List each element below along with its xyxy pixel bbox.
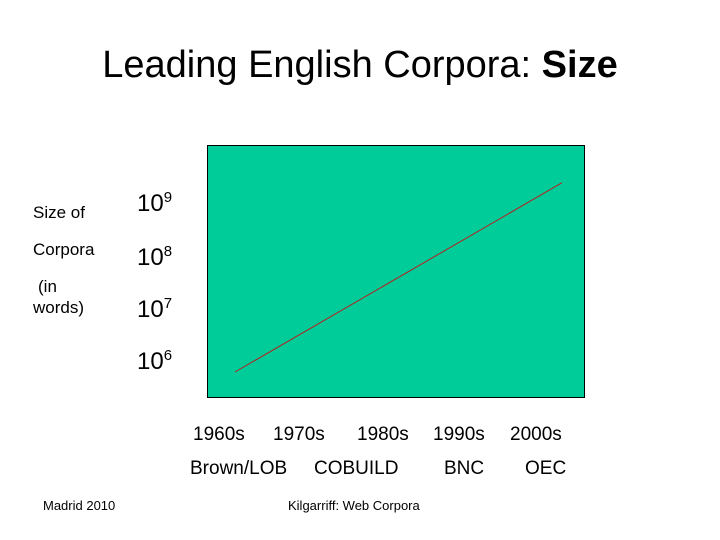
y-tick-label: 108 xyxy=(137,244,172,272)
x-tick-label: 1980s xyxy=(357,424,409,445)
y-tick-label: 106 xyxy=(137,348,172,376)
y-tick-label: 109 xyxy=(137,190,172,218)
y-tick-base: 10 xyxy=(137,190,164,217)
corpus-label-oec: OEC xyxy=(525,458,567,479)
y-axis-label-line-2: Corpora xyxy=(33,240,95,259)
y-axis-label-line-1: Size of xyxy=(33,203,85,222)
y-tick-exponent: 8 xyxy=(163,243,173,260)
slide-title-regular: Leading English Corpora: xyxy=(102,44,542,86)
y-tick-label: 107 xyxy=(137,296,172,324)
x-tick-label: 1960s xyxy=(193,424,245,445)
x-tick-label: 1990s xyxy=(433,424,485,445)
y-axis-label-line-4: words) xyxy=(33,298,85,317)
corpus-label-cobuild: COBUILD xyxy=(314,458,399,479)
y-tick-base: 10 xyxy=(137,296,164,323)
slide-title-bold: Size xyxy=(541,44,618,86)
plot-area xyxy=(207,145,585,398)
y-tick-base: 10 xyxy=(137,348,164,375)
x-tick-label: 2000s xyxy=(510,424,562,445)
y-tick-base: 10 xyxy=(137,244,164,271)
plot-background xyxy=(207,145,585,398)
series-line xyxy=(234,182,563,373)
y-axis-label-line-3: (in xyxy=(38,277,57,296)
y-tick-exponent: 9 xyxy=(163,189,173,206)
footer-center: Kilgarriff: Web Corpora xyxy=(288,498,420,513)
x-tick-label: 1970s xyxy=(273,424,325,445)
y-tick-exponent: 7 xyxy=(163,295,173,312)
corpus-label-brown-lob: Brown/LOB xyxy=(190,458,288,479)
footer-left: Madrid 2010 xyxy=(43,498,116,513)
y-tick-exponent: 6 xyxy=(163,347,173,364)
slide-title: Leading English Corpora: Size xyxy=(0,44,720,87)
corpus-label-bnc: BNC xyxy=(444,458,485,479)
